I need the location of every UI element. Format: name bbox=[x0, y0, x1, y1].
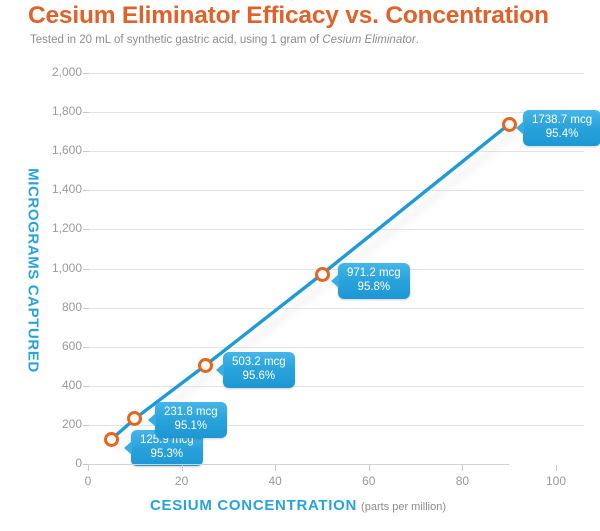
y-axis-tick-mark bbox=[83, 190, 89, 192]
x-axis-tick-mark bbox=[462, 465, 464, 471]
callout-value: 231.8 mcg bbox=[164, 406, 218, 418]
x-axis-tick-mark bbox=[275, 465, 277, 471]
callout-value: 503.2 mcg bbox=[232, 356, 286, 368]
x-axis-title-group: CESIUM CONCENTRATION (parts per million) bbox=[88, 497, 508, 515]
data-point-marker[interactable] bbox=[103, 431, 119, 447]
y-axis-tick-mark bbox=[83, 229, 89, 231]
x-axis-tick-label: 80 bbox=[455, 474, 470, 488]
gridline bbox=[88, 151, 584, 153]
data-point-callout[interactable]: 971.2 mcg 95.8% bbox=[331, 263, 410, 299]
x-axis-tick-mark bbox=[181, 465, 183, 471]
y-axis-tick-label: 1,200 bbox=[51, 221, 82, 236]
data-point-callout[interactable]: 503.2 mcg 95.6% bbox=[216, 352, 295, 388]
x-axis-tick-mark bbox=[368, 465, 370, 471]
data-point-marker[interactable] bbox=[501, 116, 517, 132]
y-axis-tick-label: 200 bbox=[61, 416, 82, 431]
data-point-marker[interactable] bbox=[314, 266, 330, 282]
subtitle-text-post: . bbox=[415, 34, 419, 46]
x-axis-tick-label: 100 bbox=[545, 474, 567, 488]
x-axis-tick-label: 60 bbox=[362, 474, 376, 488]
series-line bbox=[109, 122, 511, 442]
gridline bbox=[88, 268, 584, 270]
gridline bbox=[88, 112, 584, 114]
y-axis-tick-mark bbox=[83, 268, 89, 270]
y-axis-tick-label: 600 bbox=[61, 338, 82, 353]
x-axis-tick-label: 40 bbox=[268, 474, 282, 488]
x-axis-line bbox=[88, 464, 505, 465]
y-axis-tick-label: 400 bbox=[61, 377, 82, 392]
y-axis-tick-mark bbox=[83, 346, 89, 348]
y-axis-tick-mark bbox=[83, 151, 89, 153]
gridline bbox=[88, 385, 584, 387]
y-axis-tick-mark bbox=[83, 424, 89, 426]
x-axis-units: (parts per million) bbox=[361, 501, 447, 513]
callout-value: 971.2 mcg bbox=[347, 267, 401, 279]
y-axis-tick-label: 1,600 bbox=[51, 143, 82, 158]
y-axis-tick-label: 0 bbox=[75, 456, 82, 470]
gridline bbox=[88, 346, 584, 348]
gridline bbox=[88, 190, 584, 192]
y-axis-tick-label: 1,000 bbox=[51, 260, 82, 275]
y-axis-tick-mark bbox=[83, 464, 89, 465]
callout-percent: 95.8% bbox=[357, 280, 391, 293]
callout-percent: 95.4% bbox=[545, 127, 579, 140]
chart-subtitle: Tested in 20 mL of synthetic gastric aci… bbox=[30, 34, 419, 46]
y-axis-tick-label: 1,800 bbox=[51, 104, 82, 119]
callout-percent: 95.1% bbox=[174, 419, 208, 432]
subtitle-product-name: Cesium Eliminator bbox=[322, 34, 416, 46]
page-title: Cesium Eliminator Efficacy vs. Concentra… bbox=[28, 2, 549, 29]
data-point-marker[interactable] bbox=[127, 411, 143, 427]
data-point-callout[interactable]: 1738.7 mcg 95.4% bbox=[515, 110, 600, 146]
gridline bbox=[88, 424, 584, 426]
y-axis-tick-label: 800 bbox=[61, 299, 82, 314]
callout-value: 1738.7 mcg bbox=[532, 114, 593, 126]
y-axis-tick-label: 1,400 bbox=[51, 182, 82, 197]
x-axis-tick-label: 0 bbox=[84, 474, 92, 488]
y-axis-tick-mark bbox=[83, 307, 89, 309]
x-axis-tick-mark bbox=[88, 465, 89, 471]
x-axis-tick-mark bbox=[556, 465, 557, 471]
callout-percent: 95.6% bbox=[242, 369, 276, 382]
gridline bbox=[88, 229, 584, 231]
x-axis-title: CESIUM CONCENTRATION bbox=[149, 497, 358, 514]
gridline bbox=[88, 307, 584, 309]
data-point-marker[interactable] bbox=[197, 358, 213, 374]
y-axis-tick-label: 2,000 bbox=[51, 65, 82, 79]
y-axis-tick-mark bbox=[83, 385, 89, 387]
callout-percent: 95.3% bbox=[150, 447, 184, 460]
y-axis-tick-mark bbox=[83, 112, 89, 114]
subtitle-text-pre: Tested in 20 mL of synthetic gastric aci… bbox=[30, 34, 323, 46]
x-axis-tick-label: 20 bbox=[174, 474, 189, 488]
y-axis-tick-mark bbox=[83, 73, 89, 74]
data-point-callout[interactable]: 231.8 mcg 95.1% bbox=[148, 402, 227, 438]
gridline bbox=[88, 73, 584, 74]
